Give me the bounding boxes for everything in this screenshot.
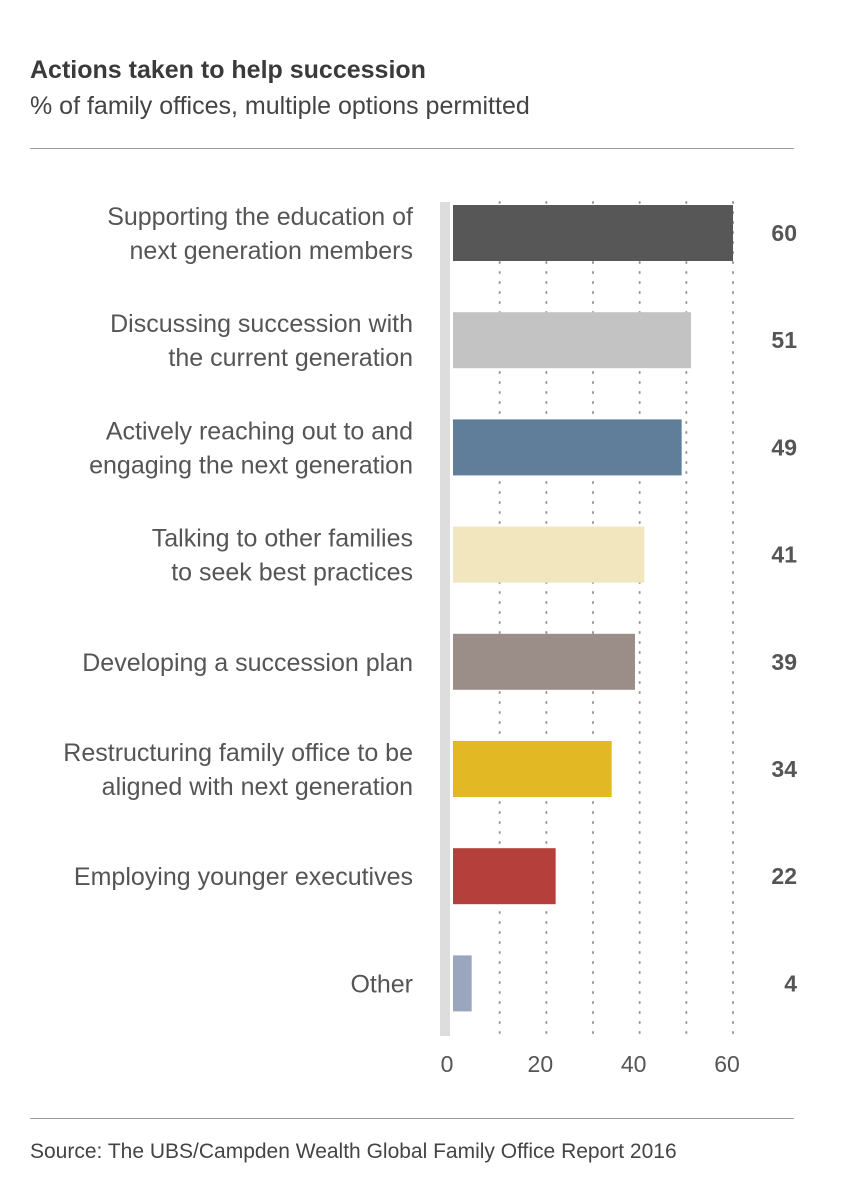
bar-chart: Supporting the education of next generati… (63, 201, 797, 1077)
value-labels: 60 51 49 41 39 34 22 4 (771, 220, 797, 996)
bar (453, 633, 635, 690)
category-label: engaging the next generation (89, 451, 413, 479)
bar (453, 526, 645, 583)
x-tick-label: 0 (441, 1051, 454, 1077)
bar (453, 205, 733, 261)
value-label: 4 (784, 970, 797, 996)
chart-subtitle: % of family offices, multiple options pe… (30, 92, 530, 120)
x-axis-ticks: 0 20 40 60 (441, 1051, 740, 1077)
category-label: aligned with next generation (102, 773, 413, 801)
bar (453, 848, 556, 905)
axis-baseline (440, 202, 450, 1036)
category-label: Employing younger executives (74, 863, 413, 891)
source-note: Source: The UBS/Campden Wealth Global Fa… (30, 1140, 677, 1163)
bar (453, 741, 612, 797)
top-divider (30, 148, 794, 149)
value-label: 22 (771, 863, 797, 889)
value-label: 51 (771, 327, 797, 353)
bar (453, 419, 682, 476)
value-label: 34 (771, 756, 797, 782)
x-tick-label: 20 (528, 1051, 554, 1077)
category-label: next generation members (130, 237, 413, 265)
category-label: Talking to other families (152, 525, 413, 553)
category-label: Supporting the education of (107, 203, 413, 231)
bar (453, 955, 472, 1012)
bottom-divider (30, 1118, 794, 1119)
x-tick-label: 40 (621, 1051, 647, 1077)
category-label: Actively reaching out to and (106, 417, 413, 445)
bars-group (453, 205, 733, 1012)
category-label: Developing a succession plan (82, 649, 413, 677)
value-label: 49 (771, 434, 797, 460)
category-label: to seek best practices (171, 559, 413, 587)
category-label: Other (350, 970, 413, 998)
category-label: Restructuring family office to be (63, 739, 413, 767)
category-label: the current generation (168, 344, 413, 372)
value-label: 41 (771, 542, 797, 568)
chart-title: Actions taken to help succession (30, 56, 426, 84)
value-label: 60 (771, 220, 797, 246)
category-label: Discussing succession with (110, 310, 413, 338)
bar (453, 312, 691, 369)
value-label: 39 (771, 649, 797, 675)
x-tick-label: 60 (714, 1051, 740, 1077)
category-labels: Supporting the education of next generati… (63, 203, 413, 998)
